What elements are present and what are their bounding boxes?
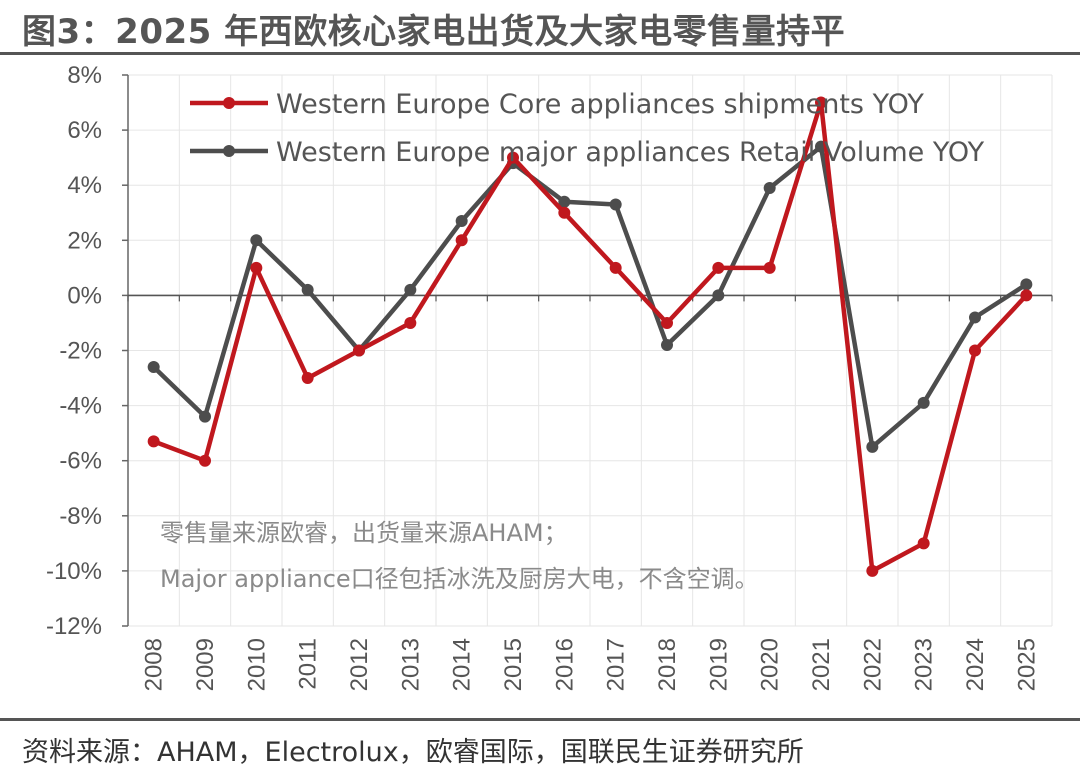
data-point <box>712 261 725 274</box>
data-point <box>661 338 673 351</box>
x-tick-label: 2021 <box>808 638 835 691</box>
data-point <box>558 206 571 219</box>
data-point <box>507 151 519 164</box>
data-point <box>763 181 776 194</box>
x-tick-label: 2011 <box>295 638 322 690</box>
source-annotation-line: 零售量来源欧睿，出货量来源AHAM； <box>160 519 568 547</box>
chart-title: 图3：2025 年西欧核心家电出货及大家电零售量持平 <box>22 12 846 52</box>
x-tick-label: 2023 <box>911 638 938 691</box>
x-tick-label: 2017 <box>603 638 630 691</box>
x-tick-label: 2019 <box>705 638 732 691</box>
y-tick-label: 8% <box>67 62 102 89</box>
data-point <box>609 261 622 274</box>
source-annotation-line: Major appliance口径包括冰洗及厨房大电，不含空调。 <box>160 565 759 593</box>
data-point <box>199 454 211 467</box>
y-tick-label: -8% <box>59 503 102 530</box>
data-point <box>250 234 263 247</box>
data-point <box>969 311 981 324</box>
data-point <box>455 215 468 228</box>
source-note: 资料来源：AHAM，Electrolux，欧睿国际，国联民生证券研究所 <box>22 737 804 768</box>
data-point <box>866 564 879 577</box>
x-tick-label: 2010 <box>243 638 270 691</box>
data-point <box>1020 289 1033 302</box>
data-point <box>712 289 725 302</box>
data-point <box>301 372 314 385</box>
y-tick-label: -6% <box>59 448 102 475</box>
y-tick-label: 0% <box>67 282 102 309</box>
data-point <box>455 234 468 247</box>
line-chart: 8% 6% 4% 2% 0% -2% -4% -6% -8% -10% -12% 2008 2009 20… <box>46 62 1053 691</box>
x-tick-label: 2022 <box>859 638 886 691</box>
y-tick-label: -4% <box>59 393 102 420</box>
x-tick-label: 2009 <box>192 638 219 691</box>
legend-swatch-marker <box>223 97 235 109</box>
data-point <box>301 283 314 296</box>
data-point <box>763 261 776 274</box>
data-point <box>404 316 417 329</box>
y-tick-label: -2% <box>59 338 102 365</box>
legend-swatch-marker <box>223 145 235 157</box>
data-point <box>353 344 365 357</box>
y-tick-label: 4% <box>67 172 102 199</box>
x-tick-label: 2024 <box>962 638 989 691</box>
series-line <box>151 144 1029 450</box>
x-tick-label: 2018 <box>654 638 681 691</box>
series-line <box>151 100 1029 574</box>
data-point <box>815 96 827 109</box>
y-tick-label: 2% <box>67 227 102 254</box>
legend-label: Western Europe Core appliances shipments… <box>276 89 924 120</box>
x-tick-label: 2025 <box>1013 638 1040 691</box>
x-tick-label: 2013 <box>397 638 424 691</box>
data-point <box>147 361 160 374</box>
title-divider <box>0 52 1080 55</box>
data-point <box>969 344 981 357</box>
source-divider <box>0 718 1080 721</box>
y-tick-label: -12% <box>46 613 102 640</box>
data-point <box>609 198 622 211</box>
y-tick-label: 6% <box>67 117 102 144</box>
data-point <box>661 316 673 329</box>
data-point <box>1020 278 1033 291</box>
legend-label: Western Europe major appliances Retail V… <box>276 137 985 168</box>
data-point <box>866 440 879 453</box>
x-tick-label: 2012 <box>346 638 373 691</box>
data-point <box>147 435 160 448</box>
data-point <box>558 195 571 208</box>
x-tick-label: 2015 <box>500 638 527 691</box>
data-point <box>917 537 930 550</box>
x-tick-label: 2020 <box>757 638 784 691</box>
data-point <box>404 283 417 296</box>
data-point <box>199 410 211 423</box>
x-tick-label: 2008 <box>141 638 168 691</box>
x-tick-label: 2014 <box>449 638 476 691</box>
data-point <box>250 261 263 274</box>
y-tick-label: -10% <box>46 558 102 585</box>
data-point <box>917 396 930 409</box>
x-tick-label: 2016 <box>551 638 578 691</box>
